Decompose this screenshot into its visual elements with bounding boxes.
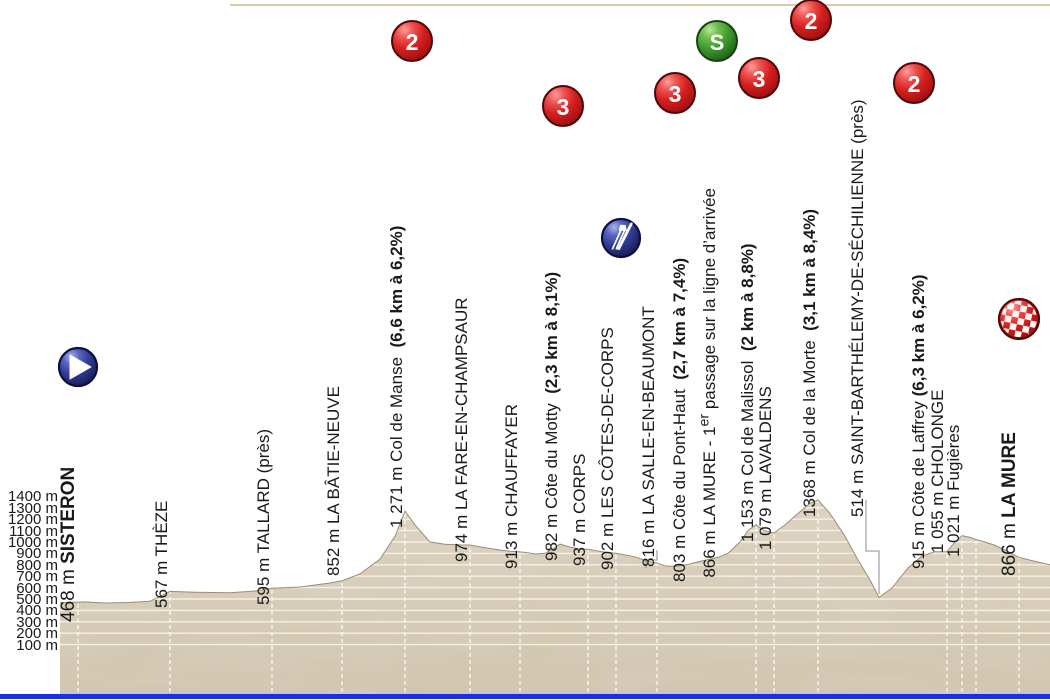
svg-text:3: 3 [557,94,570,120]
svg-text:3: 3 [669,81,682,107]
svg-text:2: 2 [908,71,921,97]
svg-text:2: 2 [406,29,419,55]
svg-text:S: S [710,30,725,55]
svg-text:2: 2 [805,8,818,34]
svg-text:3: 3 [753,66,766,92]
